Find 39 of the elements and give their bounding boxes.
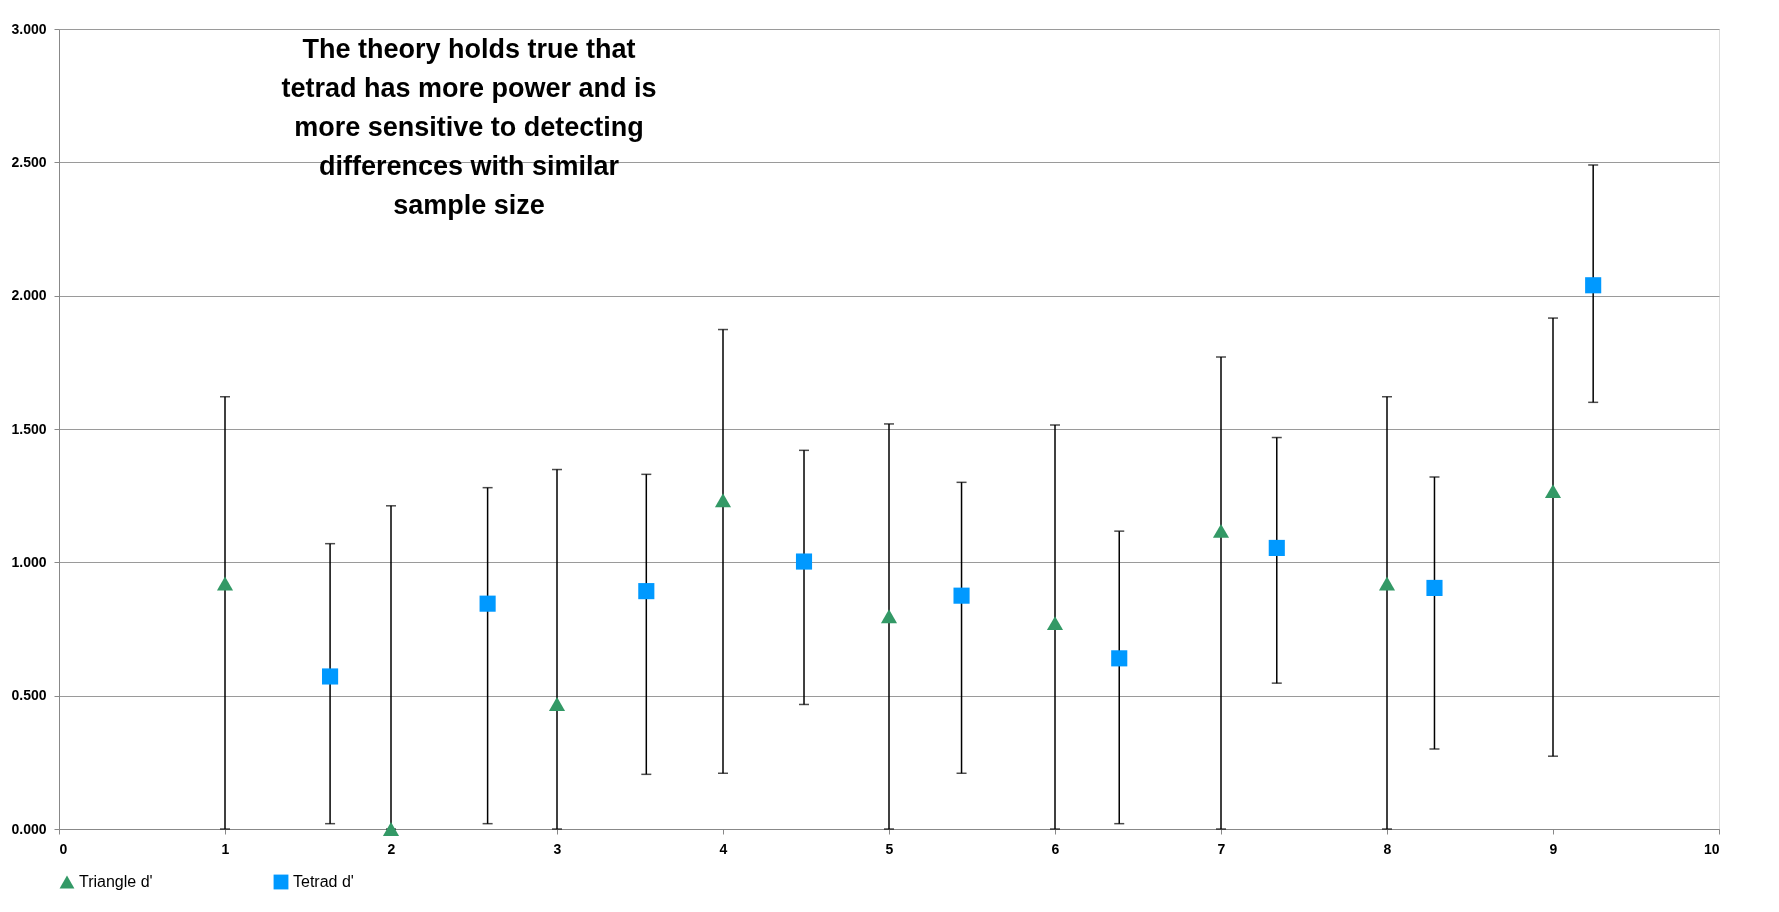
point	[1426, 579, 1443, 596]
x-tick-label: 0	[59, 840, 68, 857]
x-tick-label: 10	[1703, 840, 1720, 857]
y-tick-label: 0.500	[11, 687, 47, 704]
point	[1268, 539, 1285, 556]
x-tick-label: 8	[1383, 840, 1392, 857]
point	[382, 822, 400, 836]
x-tick-label: 3	[553, 840, 562, 857]
point	[1111, 650, 1128, 667]
y-tick-label: 0.000	[11, 820, 47, 837]
point	[714, 493, 732, 508]
y-tick-label: 2.500	[11, 153, 47, 170]
point	[953, 587, 970, 604]
x-tick-label: 6	[1051, 840, 1060, 857]
point	[1544, 484, 1562, 499]
point	[795, 553, 813, 570]
point	[548, 696, 566, 711]
legend-label: Triangle d'	[79, 873, 153, 890]
x-tick-label: 9	[1549, 840, 1558, 857]
legend-label: Tetrad d'	[293, 873, 354, 890]
point	[216, 576, 234, 591]
y-tick-label: 2.000	[11, 287, 47, 304]
point	[1378, 576, 1396, 591]
point	[1212, 523, 1230, 538]
x-tick-label: 7	[1217, 840, 1226, 857]
x-tick-label: 2	[387, 840, 396, 857]
point	[1585, 277, 1602, 294]
x-tick-label: 4	[719, 840, 728, 857]
y-tick-label: 3.000	[11, 20, 47, 37]
point	[479, 595, 496, 612]
x-tick-label: 1	[221, 840, 230, 857]
y-tick-label: 1.000	[11, 553, 47, 570]
annotation: The theory holds true that tetrad has more power and is more sensitive to detecting differences with similar sample size	[281, 34, 657, 220]
point	[322, 668, 339, 685]
x-tick-label: 5	[885, 840, 894, 857]
point	[1046, 616, 1064, 631]
point	[638, 583, 655, 600]
point	[880, 609, 898, 624]
y-tick-label: 1.500	[11, 420, 47, 437]
